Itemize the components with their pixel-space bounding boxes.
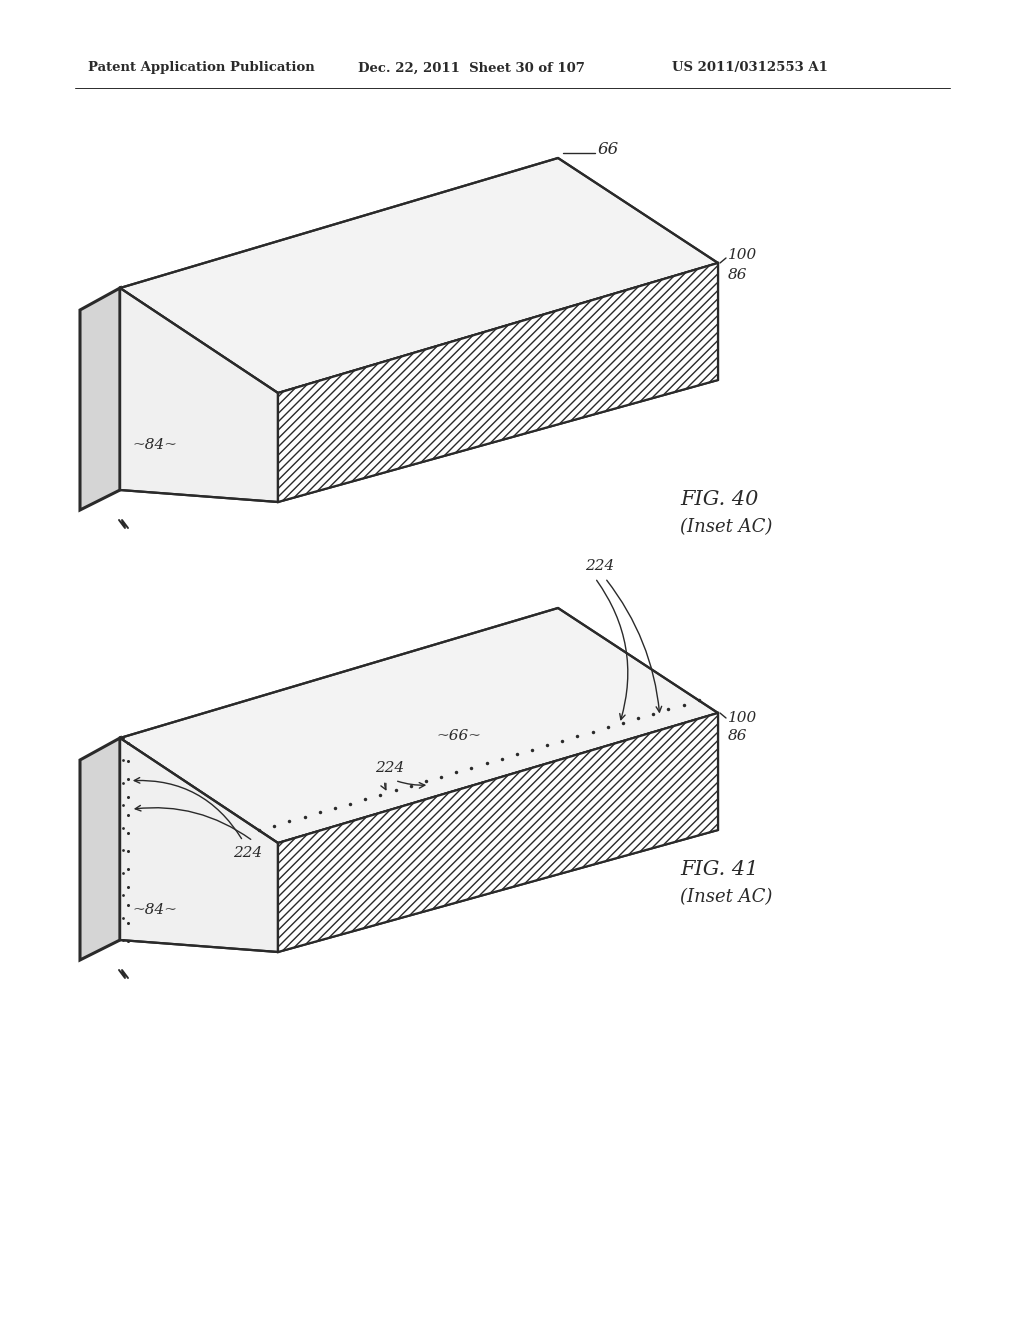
Text: 100: 100	[728, 711, 758, 725]
Polygon shape	[80, 738, 120, 960]
Polygon shape	[120, 158, 718, 393]
Text: ~84~: ~84~	[132, 438, 177, 451]
Polygon shape	[80, 288, 120, 510]
Text: 86: 86	[728, 268, 748, 282]
Text: Dec. 22, 2011  Sheet 30 of 107: Dec. 22, 2011 Sheet 30 of 107	[358, 62, 585, 74]
Text: FIG. 40: FIG. 40	[680, 490, 759, 510]
Polygon shape	[120, 609, 718, 843]
Polygon shape	[120, 288, 278, 502]
Text: ~84~: ~84~	[132, 903, 177, 917]
Text: 224: 224	[586, 558, 614, 573]
Text: ~66~: ~66~	[436, 729, 481, 742]
Polygon shape	[278, 713, 718, 952]
Polygon shape	[120, 738, 278, 952]
Text: (Inset AC): (Inset AC)	[680, 517, 772, 536]
Text: 66: 66	[598, 141, 620, 158]
Text: 100: 100	[728, 248, 758, 261]
Text: FIG. 41: FIG. 41	[680, 861, 759, 879]
Text: US 2011/0312553 A1: US 2011/0312553 A1	[672, 62, 827, 74]
Polygon shape	[278, 263, 718, 502]
Text: 86: 86	[728, 729, 748, 743]
Text: 224: 224	[376, 762, 404, 775]
Text: 224: 224	[233, 846, 262, 861]
Text: (Inset AC): (Inset AC)	[680, 888, 772, 906]
Text: Patent Application Publication: Patent Application Publication	[88, 62, 314, 74]
